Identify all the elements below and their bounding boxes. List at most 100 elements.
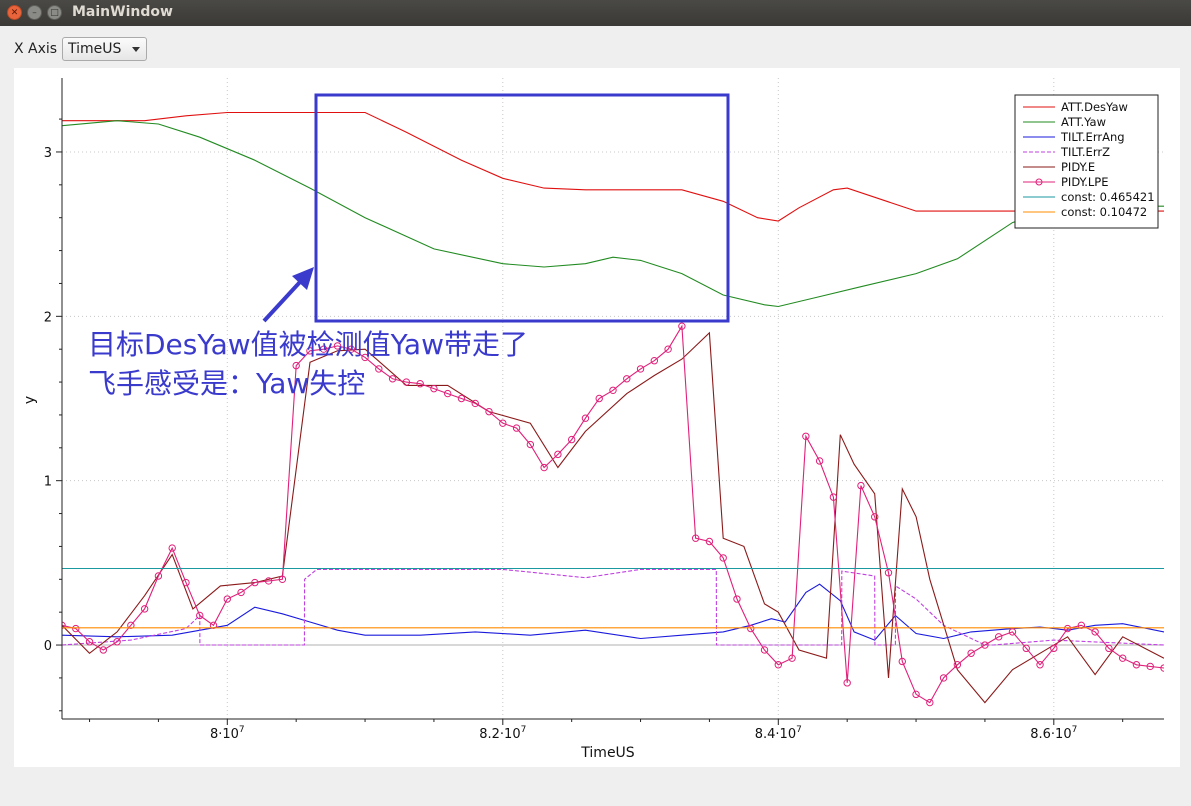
- y-tick-label: 2: [44, 310, 52, 325]
- data-point: [99, 646, 108, 654]
- data-point: [113, 638, 121, 646]
- data-point: [209, 621, 218, 630]
- data-point: [1036, 661, 1044, 669]
- data-point: [760, 646, 769, 654]
- legend-label: TILT.ErrZ: [1060, 145, 1110, 159]
- axes: 0 1 2 3 8·107 8.2·107 8.4·107 8.6·107: [44, 78, 1164, 742]
- data-point: [320, 345, 328, 353]
- data-point: [485, 407, 493, 416]
- annotation-arrow-head: [292, 267, 314, 290]
- minimize-icon: –: [32, 8, 37, 18]
- x-axis-title: TimeUS: [580, 745, 635, 761]
- data-point: [884, 569, 893, 577]
- data-point: [1022, 644, 1030, 653]
- data-point: [623, 375, 631, 383]
- close-window-button[interactable]: ✕: [7, 5, 22, 20]
- series-line: [62, 583, 1164, 641]
- data-point: [967, 649, 975, 657]
- data-point: [650, 356, 659, 365]
- data-point: [939, 674, 948, 682]
- legend-label: ATT.DesYaw: [1061, 100, 1128, 114]
- data-point: [292, 361, 300, 370]
- data-point: [62, 621, 66, 630]
- data-point: [499, 419, 507, 427]
- series-layer: [62, 111, 1164, 707]
- legend-label: ATT.Yaw: [1061, 115, 1106, 129]
- series-line: [62, 568, 1164, 646]
- legend-marker: [1035, 178, 1043, 186]
- legend-label: const: 0.10472: [1061, 205, 1147, 219]
- data-point: [278, 575, 287, 583]
- data-point: [912, 690, 920, 699]
- annotation-line-1: 目标DesYaw值被检测值Yaw带走了: [88, 328, 528, 361]
- y-axis-title: y: [22, 396, 38, 404]
- data-point: [554, 450, 562, 459]
- data-point: [333, 342, 342, 350]
- data-point: [140, 605, 149, 613]
- data-point: [416, 380, 424, 388]
- legend-label: PIDY.E: [1061, 160, 1095, 174]
- data-point: [72, 624, 80, 633]
- data-point: [705, 537, 714, 546]
- legend-label: const: 0.465421: [1061, 190, 1155, 204]
- data-point: [154, 572, 163, 580]
- window-title: MainWindow: [72, 4, 173, 20]
- data-point: [843, 679, 851, 687]
- legend-label: TILT.ErrAng: [1060, 130, 1125, 144]
- data-point: [1077, 621, 1086, 630]
- data-point: [388, 375, 397, 383]
- data-point: [595, 394, 603, 403]
- data-point: [85, 638, 94, 646]
- data-point: [857, 481, 865, 490]
- minimize-window-button[interactable]: –: [27, 5, 42, 20]
- y-tick-label: 3: [44, 146, 52, 161]
- close-icon: ✕: [10, 8, 19, 18]
- data-point: [1118, 654, 1127, 662]
- maximize-icon: □: [50, 8, 59, 18]
- data-point: [526, 440, 535, 449]
- legend-label: PIDY.LPE: [1061, 175, 1109, 189]
- data-point: [953, 661, 962, 669]
- highlight-box: [314, 93, 730, 323]
- annotation-arrow-shaft: [262, 280, 302, 323]
- data-point: [264, 577, 273, 585]
- y-tick-label: 1: [44, 475, 52, 490]
- series-line: [62, 120, 1164, 308]
- data-point: [664, 345, 672, 353]
- data-point: [871, 513, 879, 521]
- series-line: [62, 111, 1164, 222]
- data-point: [1160, 664, 1164, 672]
- data-point: [802, 432, 810, 441]
- data-point: [609, 386, 617, 394]
- maximize-window-button[interactable]: □: [47, 5, 62, 20]
- data-point: [1105, 644, 1113, 653]
- x-axis-select-value: TimeUS: [68, 41, 122, 57]
- data-point: [733, 595, 741, 603]
- chart-svg[interactable]: 0 1 2 3 8·107 8.2·107 8.4·107 8.6·107 目标DesYaw值…: [14, 68, 1180, 767]
- x-tick-label: 8.2·107: [479, 725, 526, 742]
- data-point: [223, 595, 232, 603]
- data-point: [1091, 628, 1099, 636]
- data-point: [237, 588, 245, 597]
- data-point: [375, 365, 383, 373]
- chevron-down-icon: [132, 47, 140, 52]
- data-point: [306, 347, 314, 355]
- data-point: [719, 554, 727, 562]
- x-axis-label: X Axis: [14, 41, 58, 57]
- data-point: [774, 661, 782, 669]
- data-point: [1132, 661, 1141, 669]
- data-point: [788, 654, 796, 662]
- data-point: [127, 621, 135, 630]
- data-point: [926, 698, 934, 707]
- data-point: [1063, 624, 1072, 633]
- y-tick-label: 0: [44, 639, 52, 654]
- x-tick-label: 8.4·107: [755, 725, 802, 742]
- data-point: [678, 322, 686, 330]
- data-point: [457, 394, 466, 403]
- data-point: [168, 544, 176, 552]
- x-axis-select[interactable]: TimeUS: [62, 37, 147, 61]
- data-point: [361, 353, 369, 362]
- data-point: [898, 657, 906, 666]
- data-point: [815, 457, 824, 465]
- x-tick-label: 8·107: [210, 725, 245, 742]
